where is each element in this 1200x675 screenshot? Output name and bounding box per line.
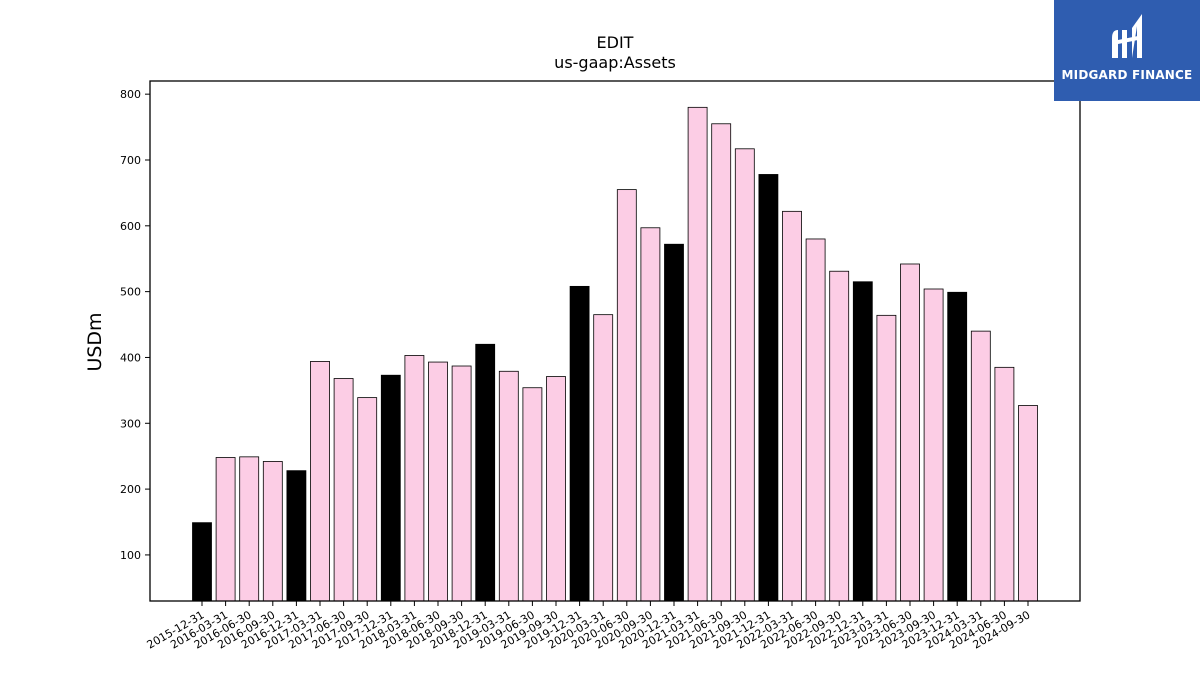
y-tick-label: 500 — [120, 286, 141, 299]
y-axis-label: USDm — [84, 312, 106, 371]
bar-2021-03-31 — [687, 106, 708, 602]
bar-2018-09-30 — [451, 365, 472, 602]
bar-2016-03-31 — [215, 457, 236, 602]
bar-2020-03-31 — [593, 314, 614, 602]
bar-2023-06-30 — [900, 263, 920, 602]
logo-text: MIDGARD FINANCE — [1061, 68, 1193, 82]
bar-2022-06-30 — [805, 238, 826, 602]
bar-2017-09-30 — [357, 397, 378, 602]
bar-2023-09-30 — [923, 288, 944, 602]
bar-2019-09-30 — [546, 376, 566, 602]
y-tick-label: 600 — [120, 220, 141, 233]
bar-2020-06-30 — [616, 189, 637, 602]
bar-2022-12-31 — [852, 281, 873, 602]
bar-2016-06-30 — [239, 456, 260, 602]
bar-2018-12-31 — [475, 343, 496, 602]
bar-2016-09-30 — [262, 461, 283, 602]
bar-2020-12-31 — [664, 243, 684, 602]
y-tick-label: 700 — [120, 154, 141, 167]
y-tick-label: 200 — [120, 483, 141, 496]
bar-2023-03-31 — [876, 314, 897, 602]
y-tick-label: 100 — [120, 549, 141, 562]
bar-2021-09-30 — [734, 148, 755, 602]
chart-subtitle: us-gaap:Assets — [554, 53, 676, 72]
bar-2019-12-31 — [569, 285, 590, 602]
bar-2022-09-30 — [829, 270, 850, 602]
bar-2021-06-30 — [711, 123, 732, 602]
y-tick-label: 300 — [120, 417, 141, 430]
bar-2024-06-30 — [994, 366, 1015, 602]
bar-2021-12-31 — [758, 174, 779, 602]
bar-2015-12-31 — [192, 522, 212, 602]
bar-2019-03-31 — [498, 370, 519, 602]
bar-2024-09-30 — [1018, 405, 1038, 602]
bar-2018-03-31 — [404, 355, 425, 602]
bar-2020-09-30 — [640, 227, 661, 602]
bar-2019-06-30 — [522, 387, 543, 602]
midgard-finance-logo: MIDGARD FINANCE — [1054, 0, 1200, 101]
bar-2024-03-31 — [970, 330, 991, 602]
bar-2017-03-31 — [310, 361, 330, 602]
bars-group — [192, 106, 1038, 602]
bar-2017-06-30 — [333, 378, 354, 602]
bar-2022-03-31 — [782, 210, 802, 602]
y-tick-label: 800 — [120, 88, 141, 101]
bar-2023-12-31 — [947, 291, 968, 602]
y-tick-label: 400 — [120, 351, 141, 364]
chart-title: EDIT — [597, 33, 634, 52]
bar-2016-12-31 — [286, 470, 307, 602]
x-ticks-group: 2015-12-312016-03-312016-06-302016-09-30… — [145, 601, 1033, 652]
plot-frame — [149, 80, 1081, 602]
bar-2017-12-31 — [380, 374, 401, 602]
y-ticks-group: 100 200 300 400 500 600 700 800 — [120, 88, 150, 562]
logo-mark-icon — [1112, 14, 1142, 58]
bar-2018-06-30 — [428, 361, 448, 602]
